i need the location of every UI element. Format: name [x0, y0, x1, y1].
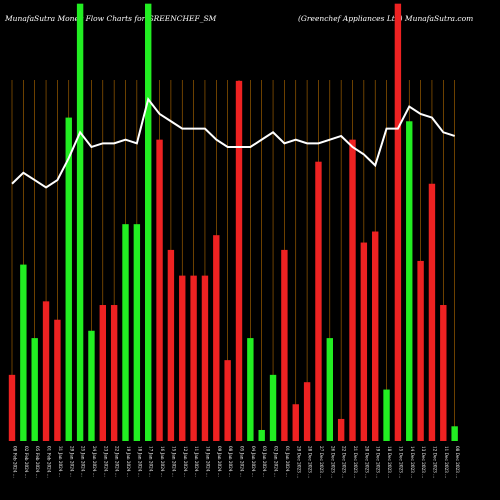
money-flow-bar — [247, 338, 254, 441]
x-tick-label: 22 Jan 2024 ... — [115, 446, 120, 477]
money-flow-bar — [88, 330, 95, 441]
money-flow-bar — [213, 235, 220, 441]
x-tick-label: 11 Dec 2023 ... — [444, 446, 449, 478]
x-tick-label: 29 Dec 2023 ... — [296, 446, 301, 478]
money-flow-bar — [145, 3, 152, 442]
x-tick-label: 17 Jan 2024 ... — [149, 446, 154, 477]
money-flow-bar — [190, 275, 197, 441]
money-flow-bar — [337, 418, 345, 441]
money-flow-bar — [281, 249, 288, 441]
x-tick-label: 05 Feb 2024 ... — [35, 446, 40, 478]
x-tick-label: 12 Jan 2024 ... — [183, 446, 188, 477]
chart-title-right: (Greenchef Appliances Ltd) MunafaSutra.c… — [298, 14, 473, 23]
money-flow-bar — [417, 260, 424, 441]
x-tick-label: 05 Jan 2024 ... — [240, 446, 245, 477]
money-flow-bar — [201, 275, 209, 441]
x-tick-label: 02 Jan 2024 ... — [274, 446, 279, 477]
money-flow-bar — [42, 301, 50, 441]
x-tick-label: 19 Dec 2023 ... — [376, 446, 381, 478]
x-tick-label: 23 Jan 2024 ... — [103, 446, 108, 477]
x-tick-label: 19 Jan 2024 ... — [126, 446, 131, 477]
x-tick-label: 12 Dec 2023 ... — [432, 446, 437, 478]
chart-title-left: MunafaSutra Money Flow Charts for GREENC… — [4, 14, 217, 23]
x-tick-label: 08 Jan 2024 ... — [228, 446, 233, 477]
money-flow-bar — [269, 374, 277, 441]
x-tick-label: 14 Dec 2023 ... — [410, 446, 415, 478]
x-tick-label: 01 Jan 2024 ... — [285, 446, 290, 477]
money-flow-bar — [292, 404, 299, 441]
money-flow-bar — [440, 305, 447, 441]
money-flow-line — [11, 96, 455, 189]
money-flow-bar — [8, 374, 16, 441]
x-tick-label: 16 Jan 2024 ... — [160, 446, 165, 477]
money-flow-bar — [315, 161, 322, 441]
money-flow-bar — [258, 429, 265, 441]
money-flow-bar — [65, 117, 72, 441]
money-flow-bar — [235, 80, 243, 441]
money-flow-bar — [326, 338, 333, 441]
money-flow-bar — [156, 139, 163, 441]
x-tick-label: 08 Feb 2024 ... — [13, 446, 18, 478]
money-flow-bar — [360, 242, 368, 441]
x-tick-label: 15 Jan 2024 ... — [171, 446, 176, 477]
money-flow-bar — [383, 389, 390, 441]
money-flow-bar — [303, 382, 311, 441]
x-tick-label: 25 Jan 2024 ... — [81, 446, 86, 477]
x-tick-label: 28 Dec 2023 ... — [308, 446, 313, 478]
x-tick-label: 21 Dec 2023 ... — [353, 446, 358, 478]
x-tick-label: 03 Jan 2024 ... — [262, 446, 267, 477]
x-tick-label: 10 Jan 2024 ... — [205, 446, 210, 477]
x-tick-label: 24 Jan 2024 ... — [92, 446, 97, 477]
money-flow-bar — [76, 3, 84, 442]
x-tick-label: 18 Jan 2024 ... — [137, 446, 142, 477]
x-tick-label: 26 Dec 2023 ... — [330, 446, 335, 478]
x-tick-label: 09 Jan 2024 ... — [217, 446, 222, 477]
money-flow-bar — [451, 426, 458, 441]
money-flow-bar — [349, 139, 356, 441]
money-flow-bar — [54, 319, 61, 441]
x-tick-label: 27 Dec 2023 ... — [319, 446, 324, 478]
money-flow-bar — [224, 360, 231, 441]
x-tick-label: 04 Jan 2024 ... — [251, 446, 256, 477]
money-flow-bar — [372, 231, 379, 441]
money-flow-bar — [122, 224, 129, 441]
money-flow-bar — [394, 3, 402, 442]
x-tick-label: 13 Dec 2023 ... — [421, 446, 426, 478]
money-flow-bar — [133, 224, 141, 441]
x-tick-label: 01 Feb 2024 ... — [47, 446, 52, 478]
x-tick-label: 22 Dec 2023 ... — [342, 446, 347, 478]
x-tick-label: 31 Jan 2024 ... — [58, 446, 63, 477]
money-flow-bar — [110, 305, 118, 441]
money-flow-bar — [167, 249, 175, 441]
x-tick-label: 11 Jan 2024 ... — [194, 446, 199, 477]
x-tick-label: 18 Dec 2023 ... — [387, 446, 392, 478]
money-flow-bars — [8, 3, 458, 442]
x-tick-label: 02 Feb 2024 ... — [24, 446, 29, 478]
money-flow-bar — [406, 121, 413, 442]
money-flow-bar — [99, 305, 106, 441]
money-flow-bar — [179, 275, 186, 441]
x-tick-labels: 08 Feb 2024 ... 02 Feb 2024 ... 05 Feb 202… — [13, 446, 461, 478]
money-flow-bar — [20, 264, 27, 441]
x-tick-label: 29 Jan 2024 ... — [69, 446, 74, 477]
money-flow-bar — [428, 183, 436, 441]
x-tick-label: 15 Dec 2023 ... — [398, 446, 403, 478]
x-tick-label: 08 Dec 2023 ... — [455, 446, 460, 478]
x-tick-label: 20 Dec 2023 ... — [364, 446, 369, 478]
money-flow-bar — [31, 338, 38, 441]
